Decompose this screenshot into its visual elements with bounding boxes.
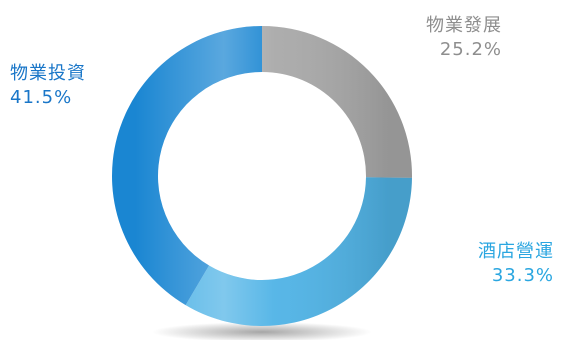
label-hotel-operations-value: 33.3%	[491, 265, 554, 286]
label-property-investment-name: 物業投資	[10, 63, 86, 84]
label-property-development-name: 物業發展	[426, 15, 502, 36]
label-hotel-operations-name: 酒店營運	[478, 241, 554, 262]
label-property-investment-value: 41.5%	[10, 87, 73, 108]
label-property-development-value: 25.2%	[439, 39, 502, 60]
donut-gloss	[112, 26, 412, 326]
donut-shadow	[152, 322, 372, 340]
label-property-development: 物業發展 25.2%	[426, 14, 502, 62]
label-property-investment: 物業投資 41.5%	[10, 62, 86, 110]
label-hotel-operations: 酒店營運 33.3%	[478, 240, 554, 288]
